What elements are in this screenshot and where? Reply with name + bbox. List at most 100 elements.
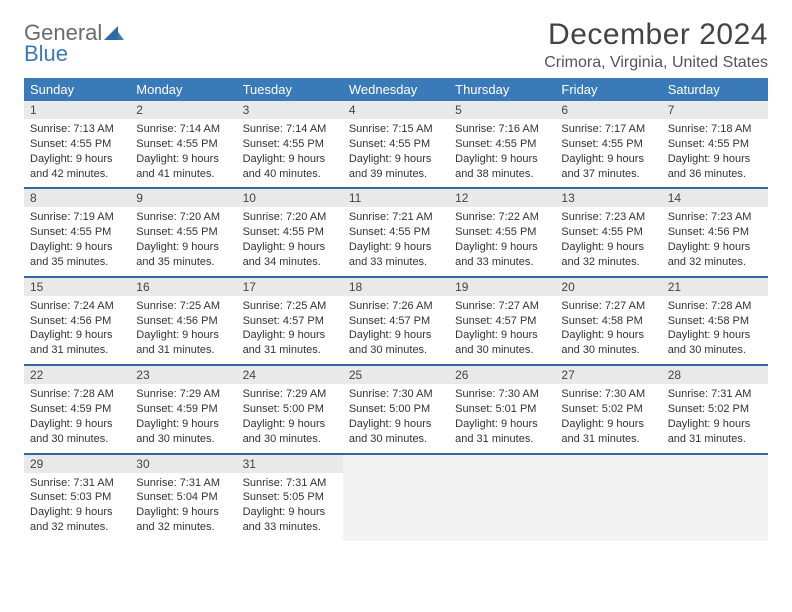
sunrise-text: Sunrise: 7:30 AM — [455, 387, 549, 402]
daylight-line1: Daylight: 9 hours — [30, 417, 124, 432]
day-details-cell: Sunrise: 7:22 AMSunset: 4:55 PMDaylight:… — [449, 207, 555, 276]
week-details-row: Sunrise: 7:28 AMSunset: 4:59 PMDaylight:… — [24, 384, 768, 453]
day-number-cell: 21 — [662, 277, 768, 296]
day-header: Sunday — [24, 78, 130, 101]
sunrise-text: Sunrise: 7:29 AM — [243, 387, 337, 402]
day-details-cell: Sunrise: 7:31 AMSunset: 5:03 PMDaylight:… — [24, 473, 130, 541]
location-subtitle: Crimora, Virginia, United States — [544, 54, 768, 72]
sunset-text: Sunset: 5:01 PM — [455, 402, 549, 417]
day-number-cell: 26 — [449, 365, 555, 384]
day-details-cell: Sunrise: 7:19 AMSunset: 4:55 PMDaylight:… — [24, 207, 130, 276]
sunrise-text: Sunrise: 7:30 AM — [349, 387, 443, 402]
sunrise-text: Sunrise: 7:23 AM — [668, 210, 762, 225]
sunrise-text: Sunrise: 7:26 AM — [349, 299, 443, 314]
sunset-text: Sunset: 5:02 PM — [668, 402, 762, 417]
day-number-cell — [343, 454, 449, 473]
title-block: December 2024 Crimora, Virginia, United … — [544, 18, 768, 72]
sunset-text: Sunset: 4:55 PM — [561, 137, 655, 152]
calendar-table: Sunday Monday Tuesday Wednesday Thursday… — [24, 78, 768, 541]
day-header-row: Sunday Monday Tuesday Wednesday Thursday… — [24, 78, 768, 101]
sunrise-text: Sunrise: 7:22 AM — [455, 210, 549, 225]
daylight-line2: and 30 minutes. — [668, 343, 762, 358]
day-number-cell: 16 — [130, 277, 236, 296]
day-details-cell: Sunrise: 7:25 AMSunset: 4:56 PMDaylight:… — [130, 296, 236, 365]
daylight-line1: Daylight: 9 hours — [455, 240, 549, 255]
sunrise-text: Sunrise: 7:23 AM — [561, 210, 655, 225]
daylight-line1: Daylight: 9 hours — [30, 152, 124, 167]
sunset-text: Sunset: 4:56 PM — [30, 314, 124, 329]
daylight-line1: Daylight: 9 hours — [243, 152, 337, 167]
daylight-line2: and 30 minutes. — [243, 432, 337, 447]
day-number-cell: 13 — [555, 188, 661, 207]
sunset-text: Sunset: 5:00 PM — [349, 402, 443, 417]
day-number-cell: 29 — [24, 454, 130, 473]
day-number-cell — [449, 454, 555, 473]
daylight-line1: Daylight: 9 hours — [561, 240, 655, 255]
daylight-line2: and 35 minutes. — [30, 255, 124, 270]
sunrise-text: Sunrise: 7:21 AM — [349, 210, 443, 225]
day-details-cell: Sunrise: 7:14 AMSunset: 4:55 PMDaylight:… — [237, 119, 343, 188]
sunset-text: Sunset: 4:59 PM — [30, 402, 124, 417]
daylight-line2: and 32 minutes. — [30, 520, 124, 535]
day-details-cell: Sunrise: 7:29 AMSunset: 5:00 PMDaylight:… — [237, 384, 343, 453]
sunrise-text: Sunrise: 7:25 AM — [136, 299, 230, 314]
daylight-line1: Daylight: 9 hours — [243, 328, 337, 343]
day-number-cell: 3 — [237, 101, 343, 119]
daylight-line2: and 31 minutes. — [243, 343, 337, 358]
sunrise-text: Sunrise: 7:31 AM — [668, 387, 762, 402]
daylight-line1: Daylight: 9 hours — [561, 152, 655, 167]
day-details-cell: Sunrise: 7:30 AMSunset: 5:00 PMDaylight:… — [343, 384, 449, 453]
day-number-cell: 14 — [662, 188, 768, 207]
brand-logo: General Blue — [24, 18, 124, 66]
daylight-line2: and 32 minutes. — [668, 255, 762, 270]
day-number-cell: 31 — [237, 454, 343, 473]
day-number-cell: 28 — [662, 365, 768, 384]
sunrise-text: Sunrise: 7:29 AM — [136, 387, 230, 402]
day-number-cell: 9 — [130, 188, 236, 207]
sunrise-text: Sunrise: 7:14 AM — [243, 122, 337, 137]
sunrise-text: Sunrise: 7:30 AM — [561, 387, 655, 402]
sunrise-text: Sunrise: 7:31 AM — [30, 476, 124, 491]
day-details-cell: Sunrise: 7:24 AMSunset: 4:56 PMDaylight:… — [24, 296, 130, 365]
day-number-cell: 27 — [555, 365, 661, 384]
day-number-cell: 18 — [343, 277, 449, 296]
day-header: Tuesday — [237, 78, 343, 101]
day-number-cell: 17 — [237, 277, 343, 296]
day-details-cell: Sunrise: 7:20 AMSunset: 4:55 PMDaylight:… — [130, 207, 236, 276]
daylight-line2: and 31 minutes. — [455, 432, 549, 447]
sunrise-text: Sunrise: 7:14 AM — [136, 122, 230, 137]
day-number-cell: 6 — [555, 101, 661, 119]
daylight-line2: and 31 minutes. — [561, 432, 655, 447]
week-number-row: 891011121314 — [24, 188, 768, 207]
day-number-cell: 5 — [449, 101, 555, 119]
daylight-line2: and 32 minutes. — [561, 255, 655, 270]
daylight-line2: and 30 minutes. — [349, 343, 443, 358]
sunset-text: Sunset: 4:55 PM — [349, 225, 443, 240]
daylight-line1: Daylight: 9 hours — [349, 240, 443, 255]
daylight-line1: Daylight: 9 hours — [349, 328, 443, 343]
sunset-text: Sunset: 4:55 PM — [243, 137, 337, 152]
sunrise-text: Sunrise: 7:24 AM — [30, 299, 124, 314]
sunset-text: Sunset: 4:55 PM — [349, 137, 443, 152]
week-details-row: Sunrise: 7:19 AMSunset: 4:55 PMDaylight:… — [24, 207, 768, 276]
day-number-cell: 23 — [130, 365, 236, 384]
sunrise-text: Sunrise: 7:28 AM — [668, 299, 762, 314]
logo-text-part2: Blue — [24, 43, 68, 65]
daylight-line1: Daylight: 9 hours — [30, 328, 124, 343]
day-number-cell: 19 — [449, 277, 555, 296]
day-details-cell: Sunrise: 7:30 AMSunset: 5:02 PMDaylight:… — [555, 384, 661, 453]
sunset-text: Sunset: 4:55 PM — [30, 137, 124, 152]
day-details-cell: Sunrise: 7:27 AMSunset: 4:58 PMDaylight:… — [555, 296, 661, 365]
day-details-cell: Sunrise: 7:28 AMSunset: 4:59 PMDaylight:… — [24, 384, 130, 453]
day-details-cell: Sunrise: 7:18 AMSunset: 4:55 PMDaylight:… — [662, 119, 768, 188]
day-details-cell: Sunrise: 7:14 AMSunset: 4:55 PMDaylight:… — [130, 119, 236, 188]
daylight-line1: Daylight: 9 hours — [136, 152, 230, 167]
daylight-line1: Daylight: 9 hours — [136, 240, 230, 255]
day-details-cell: Sunrise: 7:29 AMSunset: 4:59 PMDaylight:… — [130, 384, 236, 453]
daylight-line2: and 31 minutes. — [30, 343, 124, 358]
daylight-line2: and 40 minutes. — [243, 167, 337, 182]
daylight-line2: and 31 minutes. — [136, 343, 230, 358]
daylight-line2: and 30 minutes. — [30, 432, 124, 447]
sunset-text: Sunset: 4:57 PM — [455, 314, 549, 329]
day-details-cell: Sunrise: 7:23 AMSunset: 4:55 PMDaylight:… — [555, 207, 661, 276]
